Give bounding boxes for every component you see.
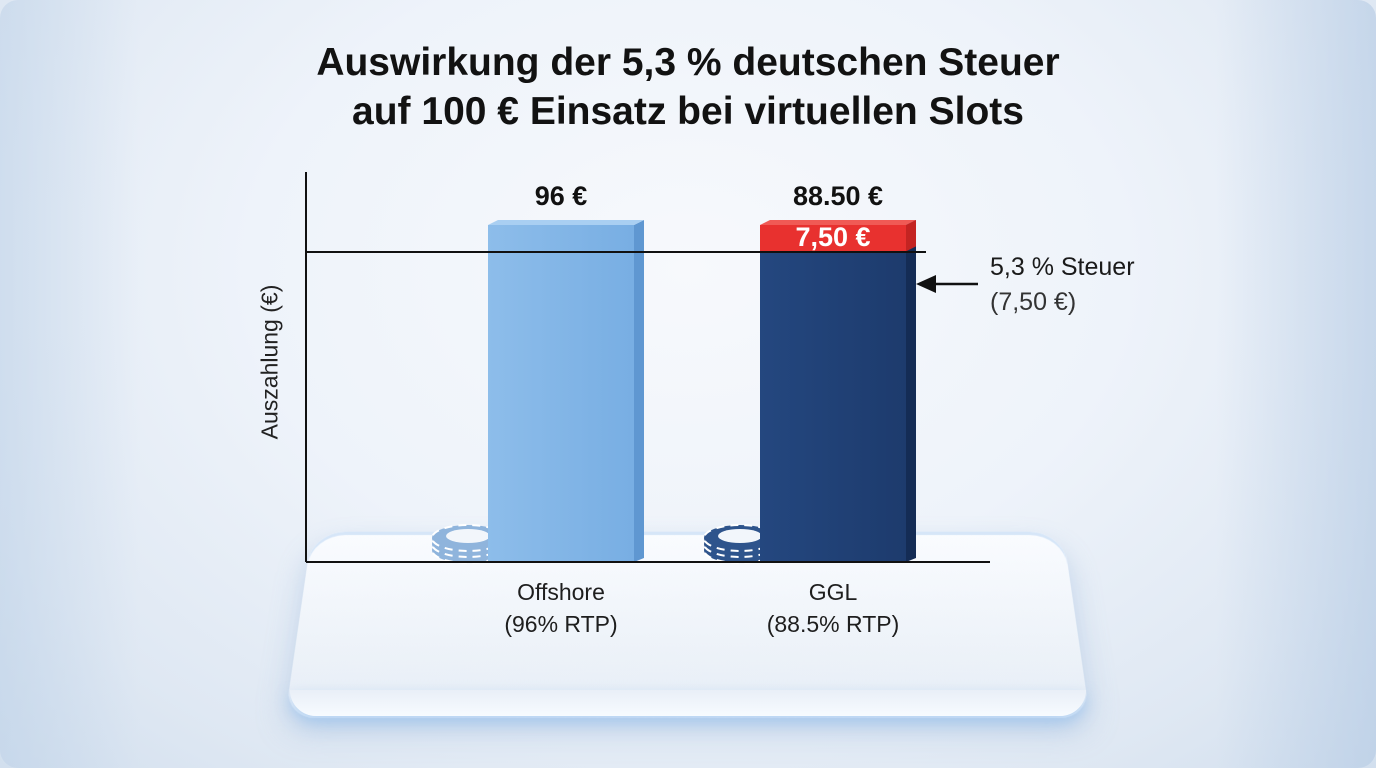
tax-annotation: 5,3 % Steuer (7,50 €)	[990, 250, 1135, 320]
value-label-offshore: 96 €	[461, 181, 661, 212]
tax-segment-label: 7,50 €	[760, 222, 906, 253]
tax-annotation-line1: 5,3 % Steuer	[990, 250, 1135, 285]
category-name-offshore: Offshore	[451, 576, 671, 608]
poker-chip-center-ggl	[718, 529, 762, 543]
bar-tax-segment-side	[906, 220, 916, 251]
category-sublabel-offshore: (96% RTP)	[451, 608, 671, 640]
bar-side-ggl	[906, 220, 916, 562]
bar-offshore	[488, 225, 634, 562]
poker-chip-center-offshore	[446, 529, 490, 543]
annotation-arrow-head	[916, 275, 936, 293]
category-label-ggl: GGL (88.5% RTP)	[723, 576, 943, 640]
y-axis-label: Auszahlung (€)	[257, 285, 284, 440]
value-label-ggl: 88.50 €	[738, 181, 938, 212]
bar-side-offshore	[634, 220, 644, 562]
bar-ggl	[760, 251, 906, 562]
category-label-offshore: Offshore (96% RTP)	[451, 576, 671, 640]
bar-top-offshore	[488, 220, 644, 225]
category-sublabel-ggl: (88.5% RTP)	[723, 608, 943, 640]
tax-annotation-line2: (7,50 €)	[990, 285, 1135, 320]
category-name-ggl: GGL	[723, 576, 943, 608]
